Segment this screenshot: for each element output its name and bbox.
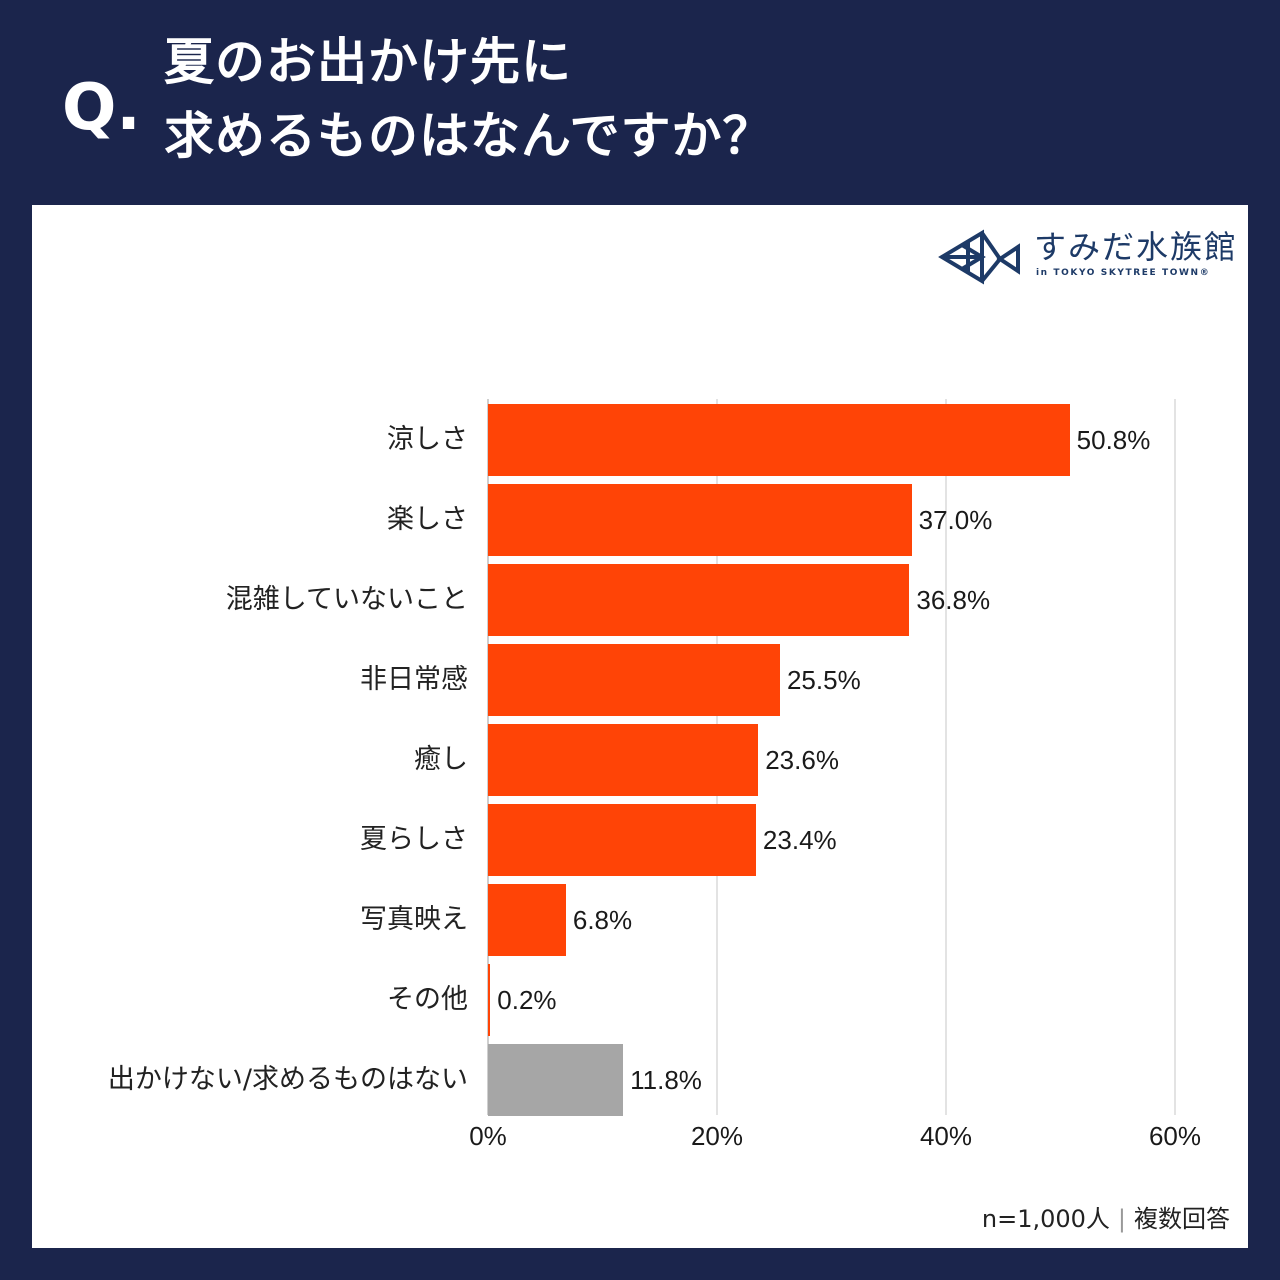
- category-label: その他: [387, 984, 468, 1015]
- question-header: Q. 夏のお出かけ先に 求めるものはなんですか？: [0, 0, 1280, 205]
- fish-logo-icon: [938, 229, 1020, 285]
- footnote-separator: |: [1117, 1205, 1126, 1233]
- category-label: 写真映え: [360, 904, 468, 935]
- gridline-60: [1174, 399, 1176, 1115]
- x-tick-label: 40%: [919, 1121, 973, 1151]
- question-title-line-2: 求めるものはなんですか？: [164, 107, 774, 165]
- x-tick-label: 60%: [1148, 1121, 1202, 1151]
- value-label: 23.6%: [765, 745, 839, 775]
- bar: [488, 884, 566, 956]
- bar: [488, 964, 491, 1036]
- category-label: 夏らしさ: [360, 824, 468, 855]
- sample-size: n=1,000人: [981, 1205, 1110, 1233]
- category-label: 非日常感: [360, 664, 468, 695]
- x-tick-label: 0%: [469, 1121, 507, 1151]
- value-label: 6.8%: [572, 905, 633, 935]
- value-label: 25.5%: [786, 665, 861, 695]
- category-label: 楽しさ: [387, 504, 468, 535]
- bar-row: 写真映え 6.8%: [32, 884, 1248, 956]
- value-label: 0.2%: [497, 985, 557, 1015]
- value-label: 36.8%: [916, 585, 991, 615]
- logo-subtitle: in TOKYO SKYTREE TOWN®: [1036, 268, 1211, 278]
- bar: [488, 564, 910, 636]
- bar: [488, 804, 756, 876]
- bar-row: 楽しさ 37.0%: [32, 484, 1248, 556]
- question-mark: Q.: [62, 71, 141, 145]
- value-label: 23.4%: [762, 825, 837, 855]
- bar: [488, 724, 759, 796]
- category-label: 涼しさ: [387, 424, 468, 455]
- category-label: 出かけない/求めるものはない: [107, 1064, 468, 1095]
- bar-row: 涼しさ 50.8%: [32, 404, 1248, 476]
- bar: [488, 644, 780, 716]
- bar-row: 混雑していないこと 36.8%: [32, 564, 1248, 636]
- value-label: 11.8%: [630, 1065, 702, 1095]
- value-label: 50.8%: [1076, 425, 1151, 455]
- bar: [488, 404, 1070, 476]
- bar-row: 癒し 23.6%: [32, 724, 1248, 796]
- bar: [488, 484, 912, 556]
- bar: [488, 1044, 624, 1116]
- bar-chart: 涼しさ 50.8% 楽しさ 37.0% 混雑していないこと 36.8% 非日常感…: [32, 205, 1248, 1248]
- bar-row: 夏らしさ 23.4%: [32, 804, 1248, 876]
- logo-name: すみだ水族館: [1034, 228, 1239, 266]
- bar-row: 非日常感 25.5%: [32, 644, 1248, 716]
- sumida-aquarium-logo: すみだ水族館 in TOKYO SKYTREE TOWN®: [938, 225, 1238, 289]
- sample-footnote: n=1,000人 | 複数回答: [982, 1199, 1230, 1234]
- category-label: 混雑していないこと: [225, 584, 468, 615]
- x-tick-label: 20%: [690, 1121, 744, 1151]
- answer-type-note: 複数回答: [1134, 1205, 1230, 1233]
- gridline-40: [945, 399, 947, 1115]
- question-title-line-1: 夏のお出かけ先に: [164, 33, 572, 91]
- bar-row: その他 0.2%: [32, 964, 1248, 1036]
- value-label: 37.0%: [918, 505, 993, 535]
- category-label: 癒し: [414, 744, 468, 775]
- chart-card: すみだ水族館 in TOKYO SKYTREE TOWN® 涼しさ 50.8% …: [32, 205, 1248, 1248]
- bar-row: 出かけない/求めるものはない 11.8%: [32, 1044, 1248, 1116]
